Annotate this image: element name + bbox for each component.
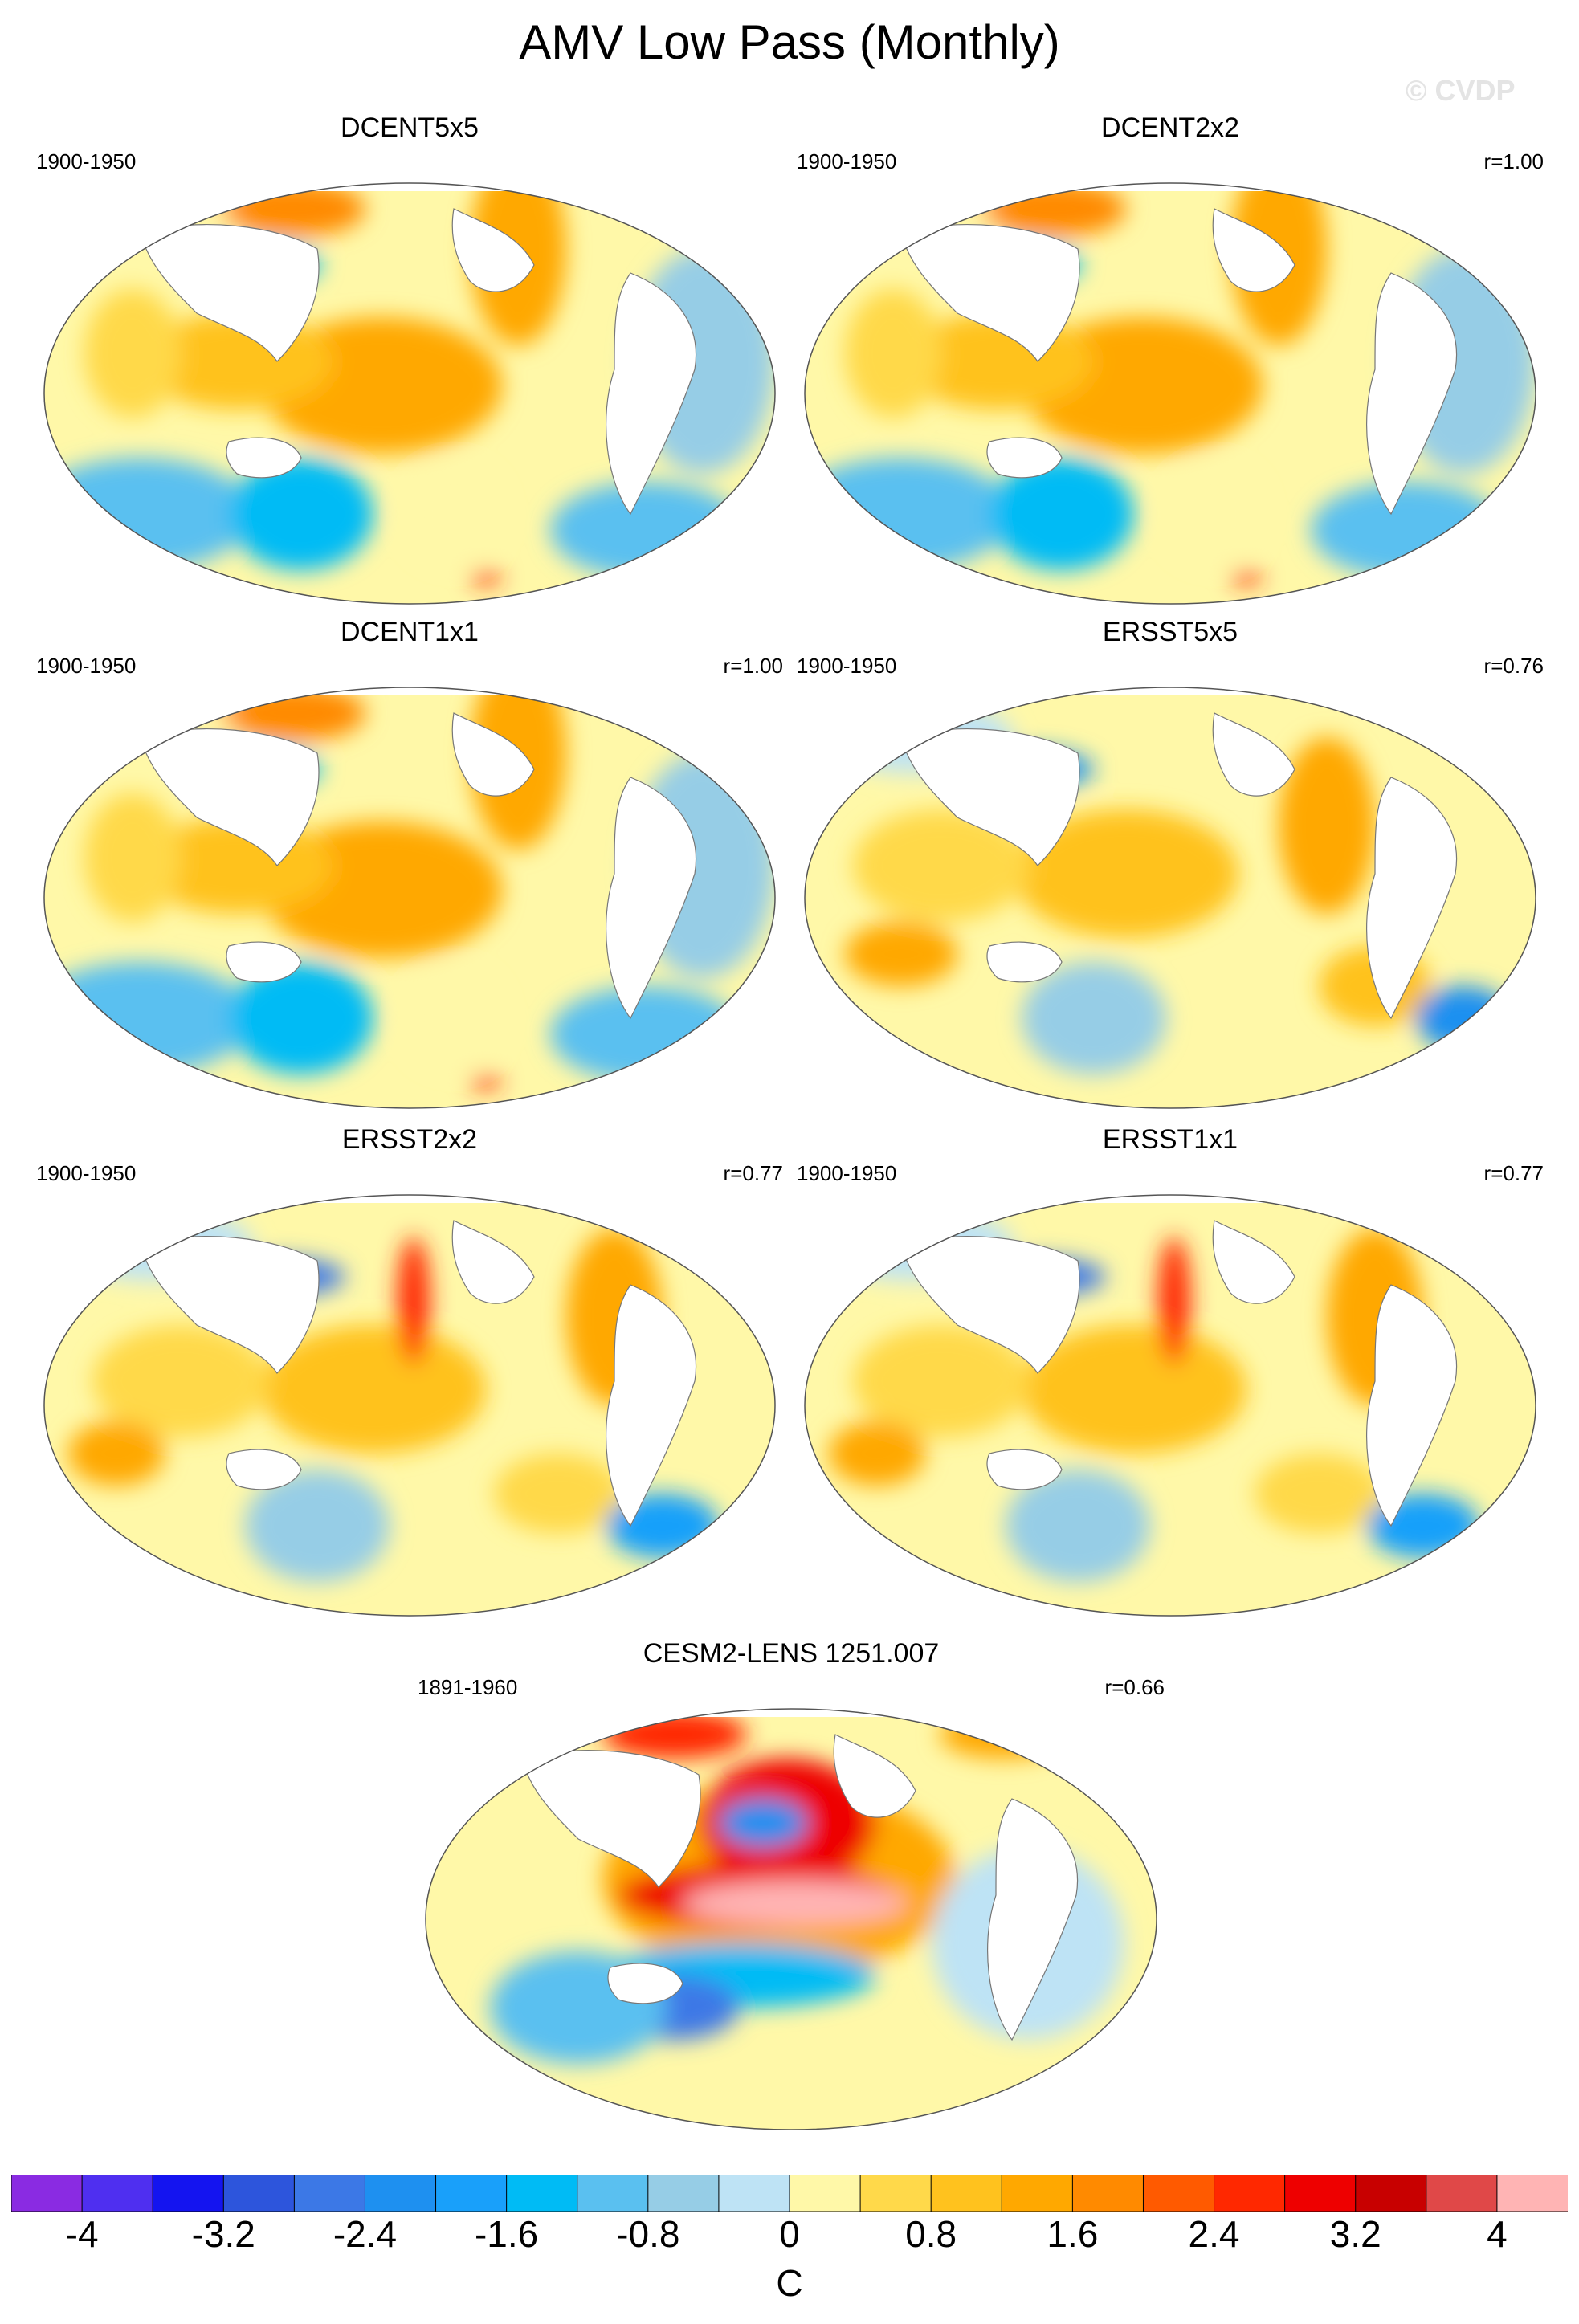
colorbar-swatch	[1001, 2175, 1074, 2212]
colorbar-tick-label: 1.6	[1047, 2213, 1099, 2255]
colorbar-swatch	[1426, 2175, 1498, 2212]
panel-title: DCENT1x1	[341, 617, 479, 647]
panel-period: 1900-1950	[797, 654, 897, 678]
colorbar-swatch	[859, 2175, 932, 2212]
colorbar-tick-label: 3.2	[1329, 2213, 1381, 2255]
panel-period: 1900-1950	[797, 149, 897, 173]
panel-period: 1900-1950	[36, 654, 137, 678]
colorbar-tick-label: -3.2	[191, 2213, 255, 2255]
colorbar-swatch	[718, 2175, 791, 2212]
world-map	[425, 1708, 1157, 2130]
world-map	[804, 182, 1536, 605]
panel-correlation: r=0.76	[1483, 654, 1544, 678]
panel-correlation: r=0.66	[1104, 1675, 1165, 1699]
colorbar-swatch	[1142, 2175, 1215, 2212]
colorbar-swatch	[789, 2175, 862, 2212]
panel-title: ERSST2x2	[341, 1124, 478, 1155]
world-map	[43, 1194, 776, 1617]
map-panel: DCENT2x2 1900-1950 r=1.00	[797, 112, 1544, 610]
panel-correlation: r=1.00	[723, 654, 783, 678]
colorbar-swatch	[506, 2175, 578, 2212]
colorbar-swatch	[1284, 2175, 1357, 2212]
colorbar-tick-label: 0.8	[905, 2213, 957, 2255]
colorbar-tick-label: 4	[1487, 2213, 1508, 2255]
panel-title: ERSST1x1	[1102, 1124, 1238, 1155]
colorbar-swatch	[81, 2175, 154, 2212]
colorbar-swatch	[1496, 2175, 1568, 2212]
colorbar-swatch	[647, 2175, 720, 2212]
panel-title: DCENT5x5	[341, 112, 479, 143]
panel-correlation: r=0.77	[1483, 1161, 1544, 1185]
world-map	[804, 1194, 1536, 1617]
colorbar-swatch	[435, 2175, 508, 2212]
colorbar-swatch	[577, 2175, 649, 2212]
panel-correlation: r=1.00	[1483, 149, 1544, 173]
colorbar-swatch	[930, 2175, 1003, 2212]
colorbar-tick-label: -0.8	[616, 2213, 680, 2255]
colorbar-tick-label: -1.6	[474, 2213, 539, 2255]
world-map	[804, 687, 1536, 1109]
panel-title: CESM2-LENS 1251.007	[643, 1638, 940, 1669]
colorbar-swatch	[364, 2175, 437, 2212]
colorbar-unit: C	[776, 2262, 803, 2304]
map-panel: CESM2-LENS 1251.007 1891-1960 r=0.66	[418, 1638, 1165, 2136]
colorbar-swatch	[222, 2175, 296, 2212]
watermark: © CVDP	[1406, 74, 1516, 107]
colorbar-tick-label: -4	[65, 2213, 99, 2255]
panel-period: 1900-1950	[797, 1161, 897, 1185]
panel-title: DCENT2x2	[1101, 112, 1239, 143]
map-panel: ERSST2x2 1900-1950 r=0.77	[36, 1124, 783, 1622]
panel-period: 1900-1950	[36, 1161, 137, 1185]
map-panel: ERSST1x1 1900-1950 r=0.77	[797, 1124, 1544, 1622]
world-map	[43, 182, 776, 605]
colorbar-swatch	[1355, 2175, 1427, 2212]
panel-period: 1900-1950	[36, 149, 137, 173]
colorbar-swatch	[152, 2175, 225, 2212]
panel-title: ERSST5x5	[1102, 617, 1238, 647]
map-panel: DCENT1x1 1900-1950 r=1.00	[36, 617, 783, 1115]
colorbar-tick-label: -2.4	[333, 2213, 398, 2255]
map-panel: ERSST5x5 1900-1950 r=0.76	[797, 617, 1544, 1115]
colorbar-swatch	[293, 2175, 366, 2212]
colorbar-swatch	[11, 2175, 84, 2212]
panel-correlation: r=0.77	[723, 1161, 783, 1185]
world-map	[43, 687, 776, 1109]
colorbar-swatch	[1071, 2175, 1144, 2212]
panel-period: 1891-1960	[418, 1675, 518, 1699]
colorbar	[11, 2175, 1568, 2212]
map-panel: DCENT5x5 1900-1950	[36, 112, 783, 610]
colorbar-swatch	[1214, 2175, 1286, 2212]
colorbar-tick-label: 2.4	[1188, 2213, 1240, 2255]
colorbar-tick-label: 0	[779, 2213, 800, 2255]
figure-title: AMV Low Pass (Monthly)	[519, 15, 1060, 69]
